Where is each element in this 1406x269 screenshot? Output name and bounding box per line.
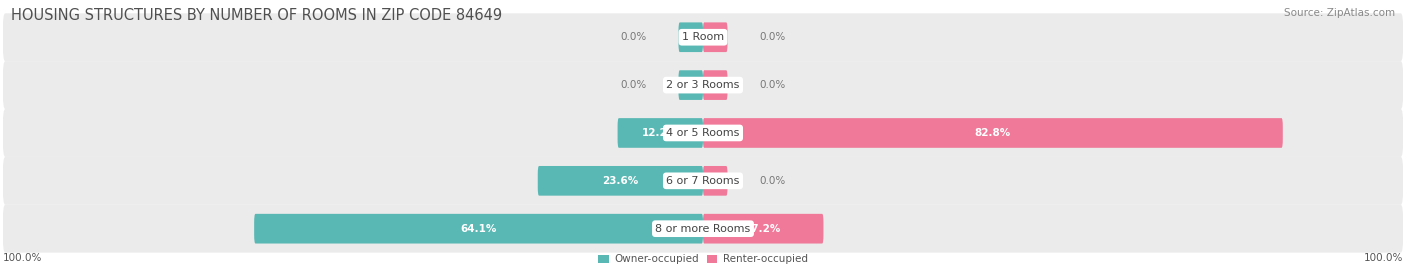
Text: 0.0%: 0.0%	[759, 176, 786, 186]
Text: 0.0%: 0.0%	[759, 80, 786, 90]
Text: 6 or 7 Rooms: 6 or 7 Rooms	[666, 176, 740, 186]
FancyBboxPatch shape	[703, 214, 824, 243]
FancyBboxPatch shape	[703, 22, 727, 52]
Text: 12.2%: 12.2%	[643, 128, 679, 138]
FancyBboxPatch shape	[3, 157, 1403, 205]
Text: 4 or 5 Rooms: 4 or 5 Rooms	[666, 128, 740, 138]
FancyBboxPatch shape	[703, 70, 727, 100]
FancyBboxPatch shape	[3, 61, 1403, 109]
Text: 0.0%: 0.0%	[620, 32, 647, 42]
FancyBboxPatch shape	[679, 22, 703, 52]
FancyBboxPatch shape	[3, 205, 1403, 253]
Text: 23.6%: 23.6%	[602, 176, 638, 186]
FancyBboxPatch shape	[703, 118, 1282, 148]
Text: 0.0%: 0.0%	[620, 80, 647, 90]
FancyBboxPatch shape	[3, 13, 1403, 61]
FancyBboxPatch shape	[537, 166, 703, 196]
Text: 100.0%: 100.0%	[1364, 253, 1403, 263]
Legend: Owner-occupied, Renter-occupied: Owner-occupied, Renter-occupied	[595, 250, 811, 268]
FancyBboxPatch shape	[3, 109, 1403, 157]
FancyBboxPatch shape	[679, 70, 703, 100]
Text: 82.8%: 82.8%	[974, 128, 1011, 138]
Text: HOUSING STRUCTURES BY NUMBER OF ROOMS IN ZIP CODE 84649: HOUSING STRUCTURES BY NUMBER OF ROOMS IN…	[11, 8, 502, 23]
Text: 2 or 3 Rooms: 2 or 3 Rooms	[666, 80, 740, 90]
Text: 0.0%: 0.0%	[759, 32, 786, 42]
FancyBboxPatch shape	[254, 214, 703, 243]
Text: 17.2%: 17.2%	[745, 224, 782, 234]
Text: 8 or more Rooms: 8 or more Rooms	[655, 224, 751, 234]
Text: 64.1%: 64.1%	[460, 224, 496, 234]
Text: 1 Room: 1 Room	[682, 32, 724, 42]
FancyBboxPatch shape	[703, 166, 727, 196]
Text: 100.0%: 100.0%	[3, 253, 42, 263]
FancyBboxPatch shape	[617, 118, 703, 148]
Text: Source: ZipAtlas.com: Source: ZipAtlas.com	[1284, 8, 1395, 18]
